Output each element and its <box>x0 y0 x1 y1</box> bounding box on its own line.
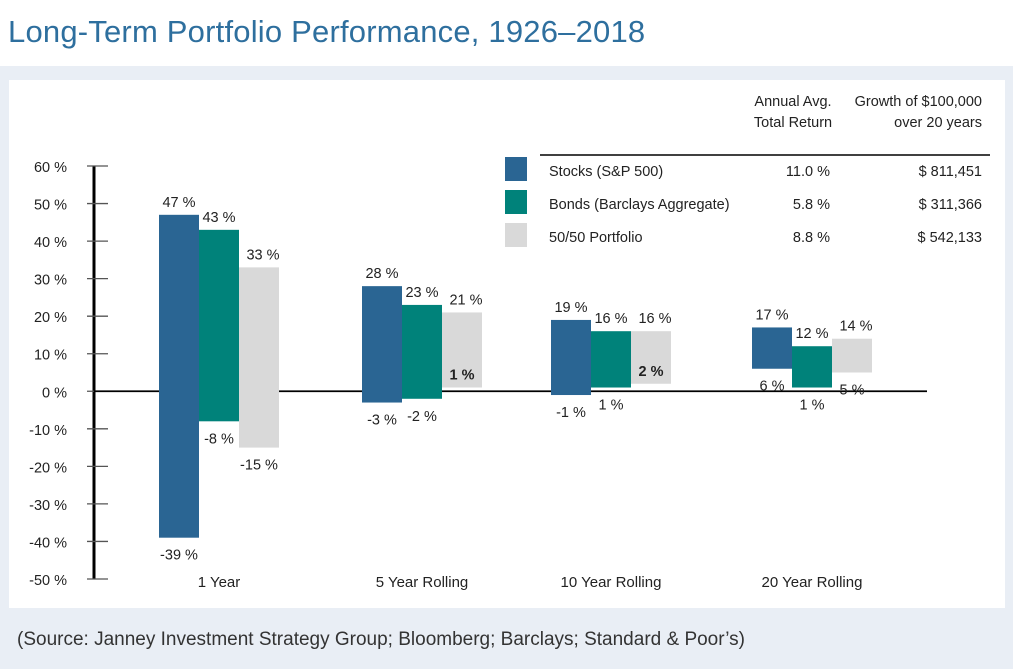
legend-series-name: Bonds (Barclays Aggregate) <box>549 197 730 213</box>
y-tick-label: -50 % <box>29 573 67 589</box>
legend-swatch <box>505 157 527 181</box>
max-label: 12 % <box>795 326 828 342</box>
bar-stocks-2 <box>551 319 591 396</box>
max-label: 28 % <box>365 266 398 282</box>
legend-swatch <box>505 190 527 214</box>
y-tick-label: -30 % <box>29 498 67 514</box>
bar-bonds-2 <box>591 331 631 388</box>
y-tick-label: 0 % <box>42 385 67 401</box>
min-label: 5 % <box>840 383 865 399</box>
legend-series-name: 50/50 Portfolio <box>549 230 643 246</box>
legend-growth: $ 311,366 <box>919 197 982 213</box>
max-label: 23 % <box>405 285 438 301</box>
max-label: 33 % <box>246 247 279 263</box>
bars <box>159 214 872 538</box>
x-category-label: 10 Year Rolling <box>561 574 662 591</box>
legend-header-growth-1: Growth of $100,000 <box>855 94 982 110</box>
bar-bonds-0 <box>199 229 239 422</box>
max-label: 43 % <box>202 210 235 226</box>
max-label: 14 % <box>839 319 872 335</box>
data-labels: 1 Year 5 Year Rolling 10 Year Rolling 20 Ye… <box>160 195 873 591</box>
y-tick-label: 50 % <box>34 198 67 214</box>
chart-panel: 60 % 50 % 40 % 30 % 20 % 10 % 0 % -10 % -20 % -30… <box>9 80 1005 608</box>
y-axis: 60 % 50 % 40 % 30 % 20 % 10 % 0 % -10 % -20 % -30… <box>29 160 927 589</box>
x-category-label: 5 Year Rolling <box>376 574 469 591</box>
legend-growth: $ 811,451 <box>919 164 982 180</box>
y-tick-label: 20 % <box>34 310 67 326</box>
legend: Annual Avg. Total Return Growth of $100,00… <box>505 94 990 247</box>
min-label: -1 % <box>556 405 586 421</box>
legend-header-return-2: Total Return <box>754 115 832 131</box>
min-label: -39 % <box>160 548 198 564</box>
max-label: 19 % <box>554 300 587 316</box>
legend-header-growth-2: over 20 years <box>894 115 982 131</box>
y-tick-label: 40 % <box>34 235 67 251</box>
source-note: (Source: Janney Investment Strategy Grou… <box>17 629 745 650</box>
bar-portfolio-0 <box>239 267 279 448</box>
x-category-label: 1 Year <box>198 574 241 591</box>
min-label: -2 % <box>407 409 437 425</box>
max-label: 47 % <box>162 195 195 211</box>
min-label: -3 % <box>367 413 397 429</box>
legend-avg-return: 5.8 % <box>793 197 830 213</box>
bar-stocks-3 <box>752 327 792 369</box>
legend-series-name: Stocks (S&P 500) <box>549 164 663 180</box>
bar-portfolio-3 <box>832 338 872 373</box>
max-label: 16 % <box>594 311 627 327</box>
legend-header-return-1: Annual Avg. <box>754 94 831 110</box>
y-tick-label: 60 % <box>34 160 67 176</box>
bar-stocks-0 <box>159 214 199 538</box>
x-category-label: 20 Year Rolling <box>762 574 863 591</box>
chart-title: Long-Term Portfolio Performance, 1926–20… <box>8 14 646 49</box>
bar-portfolio-2 <box>631 331 671 384</box>
min-label: 6 % <box>760 379 785 395</box>
bar-portfolio-1 <box>442 312 482 388</box>
max-label: 17 % <box>755 307 788 323</box>
bar-bonds-1 <box>402 304 442 399</box>
min-label: 1 % <box>599 398 624 414</box>
max-label: 21 % <box>449 292 482 308</box>
min-label: 1 % <box>800 398 825 414</box>
y-tick-label: -40 % <box>29 535 67 551</box>
max-label: 16 % <box>638 311 671 327</box>
legend-avg-return: 11.0 % <box>786 164 830 180</box>
title-band: Long-Term Portfolio Performance, 1926–20… <box>0 0 1013 66</box>
bar-stocks-1 <box>362 286 402 403</box>
legend-avg-return: 8.8 % <box>793 230 830 246</box>
y-tick-label: -20 % <box>29 460 67 476</box>
min-label: -8 % <box>204 431 234 447</box>
bar-bonds-3 <box>792 346 832 388</box>
chart-svg: 60 % 50 % 40 % 30 % 20 % 10 % 0 % -10 % -20 % -30… <box>29 94 990 591</box>
y-tick-label: 30 % <box>34 273 67 289</box>
min-label: 2 % <box>639 364 664 380</box>
min-label: 1 % <box>450 368 475 384</box>
y-tick-label: 10 % <box>34 348 67 364</box>
legend-growth: $ 542,133 <box>917 230 982 246</box>
y-tick-label: -10 % <box>29 423 67 439</box>
legend-swatch <box>505 223 527 247</box>
min-label: -15 % <box>240 458 278 474</box>
